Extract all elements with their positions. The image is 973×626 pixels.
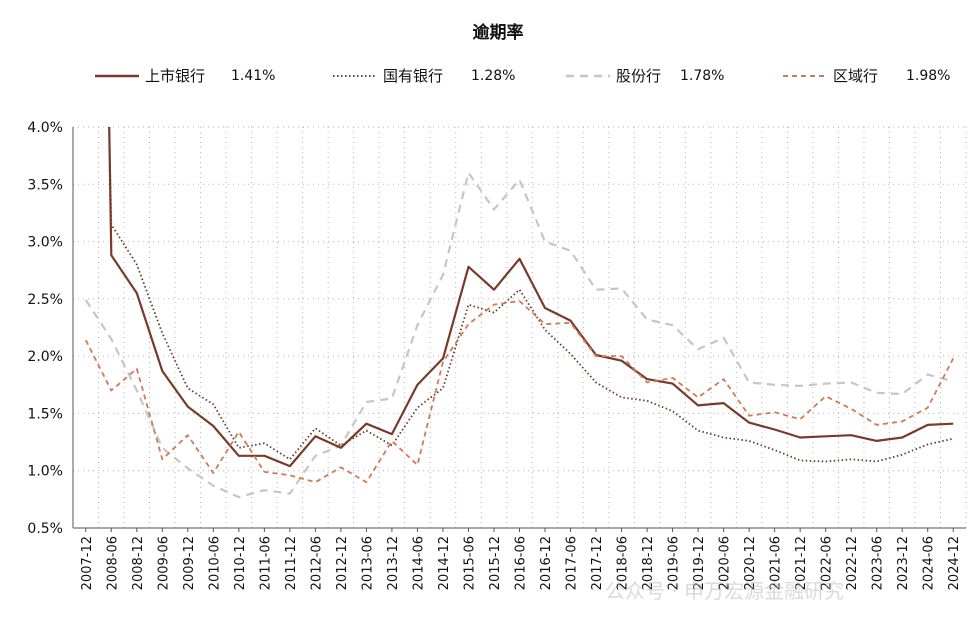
x-tick-label: 2009-06 [156,536,171,590]
x-tick-label: 2023-12 [896,536,911,590]
series-line-joint-stock-banks [84,171,954,499]
watermark: 公众号 · 申万宏源金融研究 [605,579,844,603]
x-tick-label: 2011-12 [284,536,299,590]
x-tick-label: 2023-06 [871,536,886,590]
x-tick-label: 2018-06 [616,536,631,590]
y-axis-ticks: 0.5% 1.0% 1.5% 2.0% 2.5% 3.0% 3.5% 4.0% [27,120,63,537]
legend-value-listed-banks: 1.41% [231,68,275,84]
gridlines [72,126,967,528]
legend-label-regional-banks: 区域行 [833,67,878,85]
x-tick-label: 2012-06 [309,536,324,590]
legend-value-state-owned-banks: 1.28% [471,68,515,84]
x-tick-label: 2017-12 [590,536,605,590]
x-tick-label: 2008-12 [131,536,146,590]
x-tick-label: 2020-06 [718,536,733,590]
x-tick-label: 2019-06 [667,536,682,590]
x-axis-ticks: 2007-12 2008-06 2008-12 2009-06 2009-12 2010-… [80,528,962,590]
x-tick-label: 2012-12 [335,536,350,590]
series-lines [84,126,954,499]
x-tick-label: 2010-06 [207,536,222,590]
y-tick-label: 0.5% [27,521,63,537]
y-tick-label: 2.5% [27,292,63,308]
x-tick-label: 2021-12 [794,536,809,590]
y-tick-label: 1.0% [27,464,63,480]
x-tick-label: 2014-06 [411,536,426,590]
x-tick-label: 2017-06 [565,536,580,590]
legend-value-regional-banks: 1.98% [906,68,950,84]
y-tick-label: 3.0% [27,235,63,251]
legend-item-listed-banks[interactable]: 上市银行 1.41% [95,67,275,85]
x-tick-label: 2019-12 [692,536,707,590]
x-tick-label: 2013-06 [360,536,375,590]
legend-item-regional-banks[interactable]: 区域行 1.98% [783,67,950,85]
legend-label-joint-stock-banks: 股份行 [616,67,661,85]
x-tick-label: 2009-12 [182,536,197,590]
legend-label-listed-banks: 上市银行 [145,67,205,85]
x-tick-label: 2014-12 [437,536,452,590]
y-tick-label: 3.5% [27,177,63,193]
y-tick-label: 1.5% [27,406,63,422]
x-tick-label: 2011-06 [258,536,273,590]
series-line-regional-banks [84,300,954,484]
x-tick-label: 2020-12 [743,536,758,590]
x-tick-label: 2024-06 [922,536,937,590]
y-tick-label: 4.0% [27,120,63,136]
y-tick-label: 2.0% [27,349,63,365]
x-tick-label: 2022-12 [845,536,860,590]
x-tick-label: 2022-06 [820,536,835,590]
x-tick-label: 2018-12 [641,536,656,590]
x-tick-label: 2007-12 [80,536,95,590]
legend-item-state-owned-banks[interactable]: 国有银行 1.28% [333,67,515,85]
x-tick-label: 2024-12 [947,536,962,590]
chart-title: 逾期率 [473,22,524,43]
x-tick-label: 2013-12 [386,536,401,590]
x-tick-label: 2016-12 [539,536,554,590]
legend-label-state-owned-banks: 国有银行 [383,67,443,85]
x-tick-label: 2016-06 [514,536,529,590]
legend-item-joint-stock-banks[interactable]: 股份行 1.78% [566,67,724,85]
x-tick-label: 2021-06 [769,536,784,590]
series-line-state-owned-banks [108,126,954,463]
legend: 上市银行 1.41% 国有银行 1.28% 股份行 1.78% 区域行 1.98… [95,67,950,85]
legend-value-joint-stock-banks: 1.78% [680,68,724,84]
x-tick-label: 2008-06 [105,536,120,590]
series-line-listed-banks [108,126,954,468]
x-tick-label: 2015-12 [488,536,503,590]
x-tick-label: 2015-06 [462,536,477,590]
x-tick-label: 2010-12 [233,536,248,590]
axes [72,127,966,529]
